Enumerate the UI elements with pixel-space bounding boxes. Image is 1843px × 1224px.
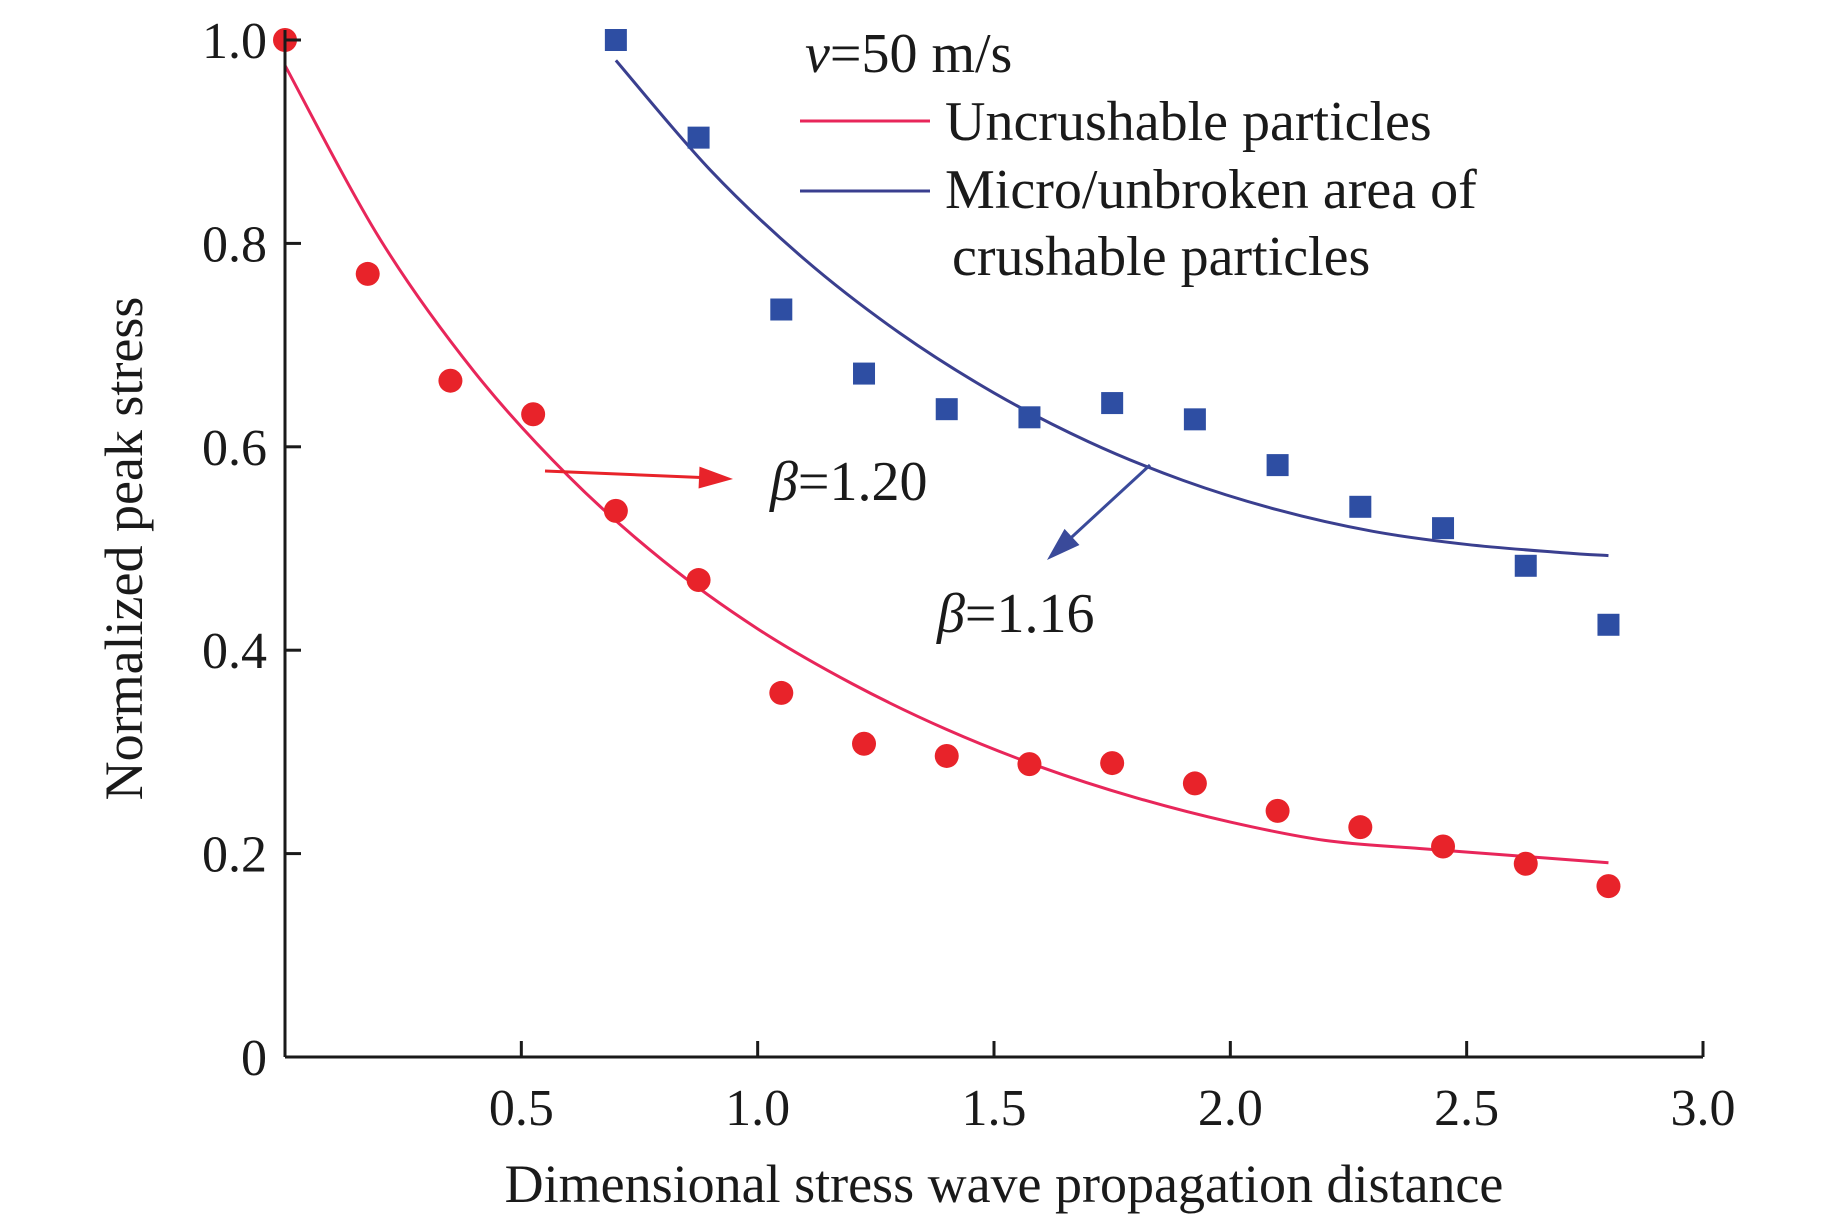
beta-120-arrow-head	[698, 466, 733, 489]
uncrushable-point	[852, 731, 877, 756]
y-tick-label: 0.6	[202, 420, 267, 477]
x-tick-label: 3.0	[1671, 1080, 1736, 1137]
crushable-point	[1266, 454, 1289, 477]
beta-116-label: β=1.16	[936, 583, 1094, 645]
beta-116-arrow-head	[1047, 528, 1080, 560]
uncrushable-point	[1596, 874, 1621, 899]
uncrushable-point	[355, 261, 380, 286]
crushable-point	[604, 29, 627, 51]
crushable-point	[1101, 392, 1124, 415]
axes-layer: 0.5 1.0 1.5 2.0 2.5 3.0 0 0.2 0.4 0.6 0.8 1.0 Dimens…	[94, 13, 1736, 1214]
x-tick-label: 2.0	[1198, 1080, 1263, 1137]
crushable-fit-curve	[614, 59, 1609, 558]
fit-curves-layer	[283, 59, 1609, 865]
beta-116-arrow-line	[1059, 463, 1152, 549]
crushable-point	[1597, 613, 1620, 636]
y-tick-label: 0.4	[202, 623, 267, 680]
y-tick-label: 0.2	[202, 827, 267, 884]
uncrushable-point	[934, 743, 959, 768]
beta-value: =1.16	[965, 583, 1095, 645]
velocity-value: =50 m/s	[830, 23, 1013, 85]
x-tick-label: 1.5	[962, 1080, 1027, 1137]
legend-title: v=50 m/s	[805, 23, 1012, 85]
legend-label-crushable-line2: crushable particles	[952, 226, 1370, 288]
beta-value: =1.20	[798, 451, 928, 513]
crushable-point	[1432, 517, 1455, 540]
y-tick-label: 0.8	[202, 216, 267, 273]
crushable-point	[770, 298, 793, 321]
uncrushable-point	[438, 368, 463, 393]
crushable-point	[935, 398, 958, 421]
uncrushable-fit-curve	[283, 64, 1609, 865]
x-tick-label: 2.5	[1434, 1080, 1499, 1137]
uncrushable-point	[1265, 798, 1290, 823]
y-axis-title: Normalized peak stress	[94, 297, 154, 801]
x-axis-title: Dimensional stress wave propagation dist…	[505, 1154, 1504, 1214]
uncrushable-point	[1513, 851, 1538, 876]
velocity-symbol: v	[805, 23, 830, 85]
beta-120-arrow-line	[544, 469, 714, 480]
legend-label-crushable-line1: Micro/unbroken area of	[945, 159, 1477, 221]
uncrushable-point	[1348, 815, 1373, 840]
crushable-point	[1514, 554, 1537, 577]
beta-symbol: β	[769, 451, 798, 513]
uncrushable-point	[1182, 771, 1207, 796]
crushable-point	[1183, 408, 1206, 431]
y-tick-label: 0	[241, 1030, 267, 1087]
x-tick-label: 0.5	[489, 1080, 554, 1137]
y-tick-label: 1.0	[202, 13, 267, 70]
x-tick-label: 1.0	[725, 1080, 790, 1137]
crushable-point	[1018, 406, 1041, 429]
crushable-point	[687, 126, 710, 149]
uncrushable-point	[1017, 752, 1042, 777]
uncrushable-point	[686, 568, 711, 593]
beta-120-label: β=1.20	[769, 451, 927, 513]
uncrushable-point	[1100, 751, 1125, 776]
legend-label-uncrushable: Uncrushable particles	[945, 91, 1432, 153]
data-points-layer	[273, 28, 1621, 899]
crushable-point	[853, 362, 876, 385]
beta-symbol: β	[936, 583, 965, 645]
uncrushable-point	[521, 402, 546, 427]
crushable-point	[1349, 495, 1372, 518]
uncrushable-point	[769, 680, 794, 705]
uncrushable-point	[603, 498, 628, 523]
annotations-layer: β=1.20β=1.16	[544, 451, 1152, 645]
uncrushable-point	[1431, 834, 1456, 859]
